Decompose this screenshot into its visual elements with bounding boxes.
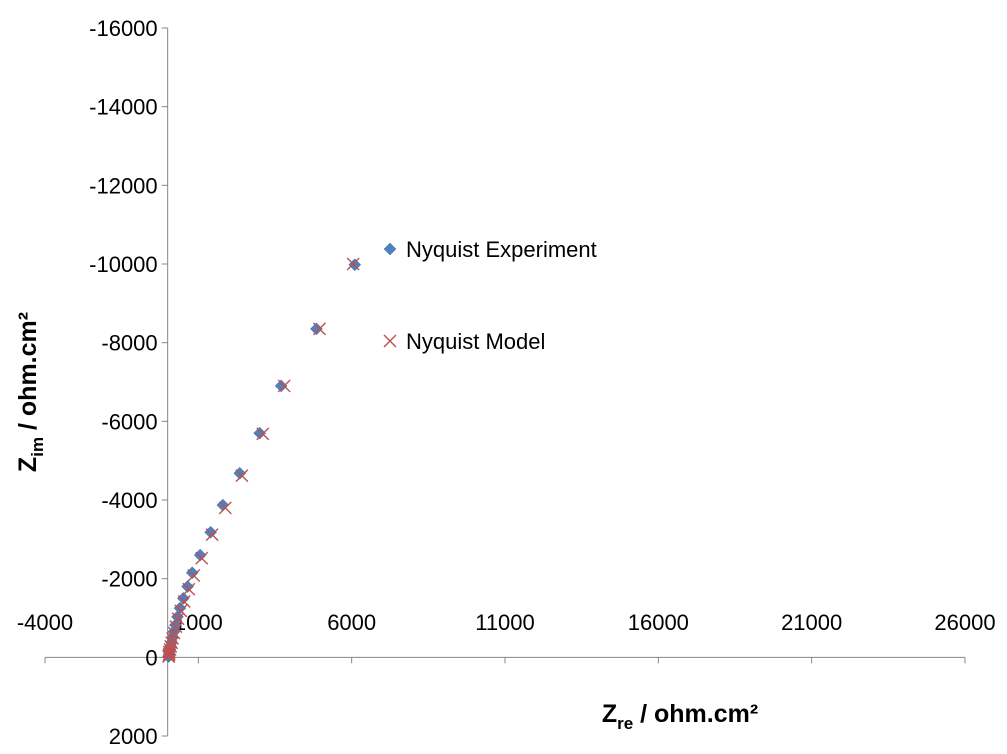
model-point [171,612,185,626]
x-tick-label: 21000 [781,610,842,635]
series-experiment [162,258,362,663]
legend-marker-model [383,334,397,348]
y-tick-label: -10000 [89,252,158,277]
x-tick-label: 26000 [934,610,995,635]
y-tick-label: -2000 [101,567,157,592]
model-point [195,551,209,565]
x-tick-label: 16000 [628,610,689,635]
model-point [164,639,178,653]
model-point [235,469,249,483]
x-tick-label: 6000 [327,610,376,635]
model-point [163,645,177,659]
model-point [277,379,291,393]
y-tick-label: -14000 [89,95,158,120]
model-point [169,620,183,634]
model-point [218,501,232,515]
legend: Nyquist Experiment Nyquist Model [383,237,597,354]
x-tick-label: 11000 [475,610,535,635]
legend-marker-experiment [383,242,397,256]
x-tick-label: -4000 [17,610,73,635]
model-point [174,604,188,618]
experiment-point [310,322,323,336]
experiment-point [253,426,267,440]
model-point [187,569,201,583]
experiment-point [274,379,288,393]
model-point [162,647,176,661]
model-point [346,257,360,271]
y-tick-label: 0 [145,645,157,670]
model-point [182,582,196,596]
y-axis-title: Zim / ohm.cm² [14,312,47,472]
x-axis-title: Zre / ohm.cm² [602,700,758,733]
y-tick-label: -16000 [89,16,158,41]
model-point [165,636,179,650]
legend-label: Nyquist Experiment [406,237,597,262]
y-tick-label: 2000 [109,724,158,749]
series-model [162,257,360,664]
model-point [312,322,326,336]
model-point [177,594,191,608]
model-point [256,427,270,441]
model-point [205,528,219,542]
y-tick-label: -12000 [89,173,158,198]
axes: 2000 0 -2000 -4000 -6000 -8000 -10000 -12000 -14… [17,16,996,749]
y-tick-label: -4000 [101,488,157,513]
data-marks [162,257,362,664]
axis-titles: Zre / ohm.cm² Zim / ohm.cm² [14,312,758,733]
y-tick-label: -6000 [101,409,157,434]
legend-label: Nyquist Model [406,329,545,354]
y-tick-label: -8000 [101,331,157,356]
